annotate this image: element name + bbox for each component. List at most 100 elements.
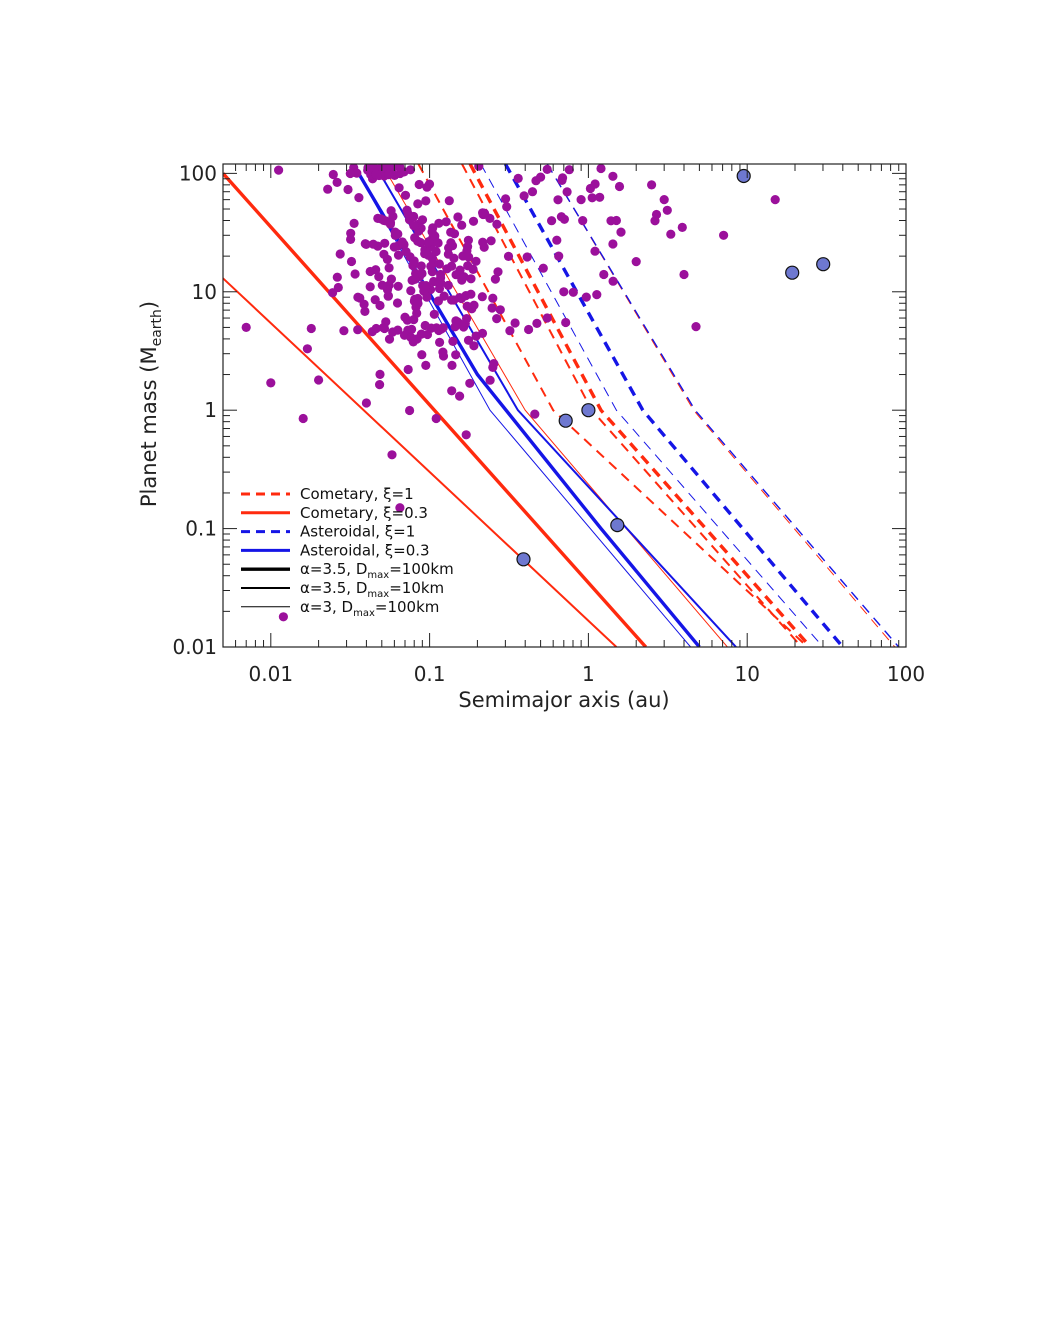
axis-ticks: 0.01 0.1 1 10 100 0.01 0.1 1 10 100: [172, 161, 925, 686]
exoplanet-point: [461, 291, 471, 301]
exoplanet-point: [608, 276, 618, 286]
exoplanet-point: [422, 329, 433, 340]
exoplanet-point: [377, 280, 387, 290]
exoplanet-point: [395, 503, 405, 513]
exoplanet-point: [463, 335, 474, 345]
exoplanet-point: [443, 249, 453, 259]
exoplanet-point: [447, 295, 457, 305]
exoplanet-point: [444, 196, 454, 206]
exoplanet-point: [333, 282, 343, 293]
solar-system-planet-point: [736, 168, 751, 184]
solar-system-planet-point: [516, 552, 531, 567]
exoplanet-point: [409, 211, 419, 222]
exoplanet-point: [417, 350, 427, 360]
exoplanet-point: [450, 322, 460, 332]
exoplanet-point: [426, 261, 436, 271]
exoplanet-point: [561, 317, 571, 328]
exoplanet-point: [446, 227, 456, 237]
exoplanet-point: [719, 230, 729, 240]
exoplanet-point: [350, 269, 360, 279]
exoplanet-point: [455, 265, 465, 275]
exoplanet-point: [402, 205, 412, 215]
exoplanet-point: [335, 249, 345, 259]
exoplanet-point: [471, 256, 481, 266]
exoplanet-point: [360, 306, 370, 316]
exoplanet-point: [522, 252, 532, 262]
exoplanet-point: [608, 171, 618, 181]
exoplanet-point: [385, 219, 395, 229]
exoplanet-point: [395, 164, 405, 172]
exoplanet-point: [405, 405, 415, 416]
exoplanet-point: [394, 183, 404, 193]
solar-system-planet-point: [581, 403, 596, 418]
exoplanet-point: [375, 380, 385, 390]
exoplanet-point: [349, 218, 359, 228]
exoplanet-point: [542, 313, 552, 323]
exoplanet-point: [407, 324, 417, 334]
exoplanet-point: [502, 202, 512, 212]
exoplanet-point: [429, 309, 439, 319]
exoplanet-point: [380, 238, 390, 248]
exoplanet-point: [488, 293, 498, 303]
exoplanet-point: [408, 337, 418, 347]
exoplanet-point: [595, 192, 605, 202]
exoplanet-point: [387, 450, 397, 460]
exoplanet-point: [459, 272, 469, 282]
exoplanet-point: [436, 278, 446, 288]
exoplanet-point: [413, 298, 423, 308]
exoplanet-point: [486, 236, 496, 246]
exoplanet-point: [547, 216, 557, 226]
exoplanet-point: [353, 325, 363, 335]
exoplanet-point: [409, 221, 419, 231]
exoplanet-point: [346, 256, 357, 267]
exoplanet-point: [417, 268, 427, 279]
exoplanet-point: [274, 165, 284, 175]
exoplanet-point: [487, 303, 497, 313]
exoplanet-point: [493, 267, 503, 277]
x-tick-label: 0.1: [414, 662, 446, 686]
exoplanet-point: [659, 195, 669, 205]
legend-label: α=3.5, Dmax=10km: [300, 579, 444, 600]
exoplanet-point: [462, 246, 472, 256]
exoplanet-point: [421, 196, 431, 206]
exoplanet-point: [606, 216, 616, 226]
exoplanet-point: [388, 327, 398, 337]
exoplanet-point: [393, 250, 404, 260]
exoplanet-point: [590, 246, 600, 256]
y-tick-label: 0.1: [185, 517, 217, 541]
series-line-1: [461, 164, 803, 647]
exoplanet-point: [478, 208, 488, 218]
exoplanet-point: [302, 344, 312, 354]
series-line-8: [223, 277, 618, 647]
series-line-4: [503, 164, 845, 647]
planet-points: [241, 164, 831, 622]
exoplanet-point: [538, 263, 548, 273]
exoplanet-point: [346, 228, 356, 238]
exoplanet-point: [492, 314, 502, 324]
exoplanet-point: [314, 375, 324, 385]
exoplanet-point: [406, 286, 416, 296]
exoplanet-point: [361, 239, 371, 249]
exoplanet-point: [352, 168, 362, 178]
y-tick-label: 1: [204, 398, 217, 422]
exoplanet-point: [389, 242, 399, 252]
x-tick-label: 10: [734, 662, 759, 686]
exoplanet-point: [451, 350, 461, 360]
exoplanet-point: [383, 164, 393, 171]
exoplanet-point: [448, 336, 458, 346]
exoplanet-point: [581, 292, 591, 302]
exoplanet-point: [306, 323, 316, 334]
series-line-2: [546, 164, 896, 647]
exoplanet-point: [422, 292, 432, 302]
exoplanet-point: [457, 220, 467, 230]
exoplanet-point: [666, 229, 676, 239]
legend-label: α=3.5, Dmax=100km: [300, 560, 454, 581]
exoplanet-point: [519, 191, 529, 201]
exoplanet-point: [323, 184, 333, 194]
exoplanet-point: [421, 360, 431, 370]
exoplanet-point: [461, 430, 471, 440]
exoplanet-point: [459, 322, 469, 332]
exoplanet-point: [770, 195, 780, 205]
exoplanet-point: [424, 237, 434, 247]
